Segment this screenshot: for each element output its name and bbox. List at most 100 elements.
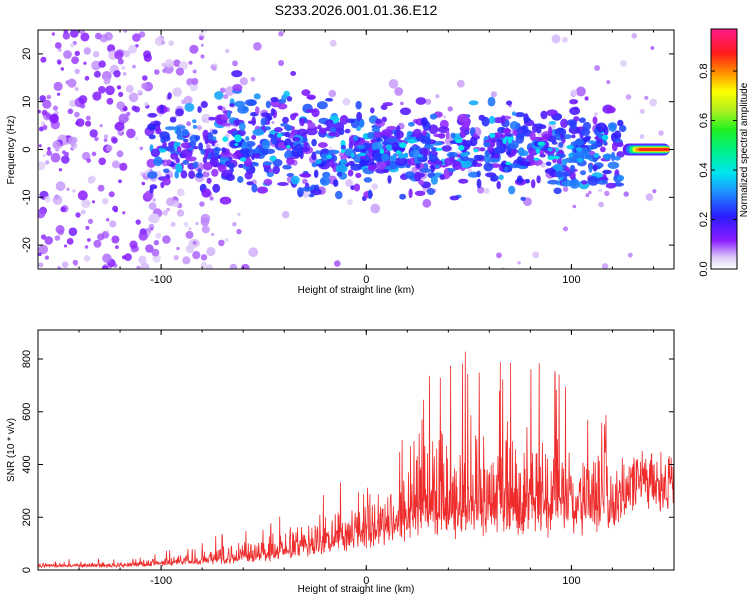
- heatmap-cell: [114, 50, 124, 60]
- heatmap-cell: [228, 162, 235, 169]
- heatmap-cell: [195, 221, 199, 226]
- heatmap-cell: [202, 161, 213, 171]
- heatmap-cell: [55, 181, 66, 192]
- heatmap-cell: [102, 198, 109, 205]
- heatmap-cell: [155, 232, 162, 239]
- heatmap-cell: [123, 30, 128, 33]
- heatmap-cell: [74, 111, 80, 118]
- heatmap-cell: [103, 138, 108, 143]
- heatmap-cell: [379, 148, 385, 155]
- heatmap-cell: [159, 131, 170, 140]
- heatmap-cell: [455, 138, 463, 144]
- heatmap-cell: [547, 147, 553, 152]
- heatmap-cell: [575, 86, 586, 97]
- heatmap-cell: [201, 225, 210, 234]
- heatmap-cell: [188, 141, 197, 147]
- bottom-axis-ticks: -100 0 100 0 200 400 600 800: [21, 330, 674, 587]
- heatmap-cell: [46, 94, 52, 100]
- heatmap-cell: [203, 30, 208, 33]
- y-tick-label: 10: [21, 96, 33, 108]
- heatmap-cell: [652, 189, 657, 194]
- heatmap-cell: [507, 138, 513, 144]
- heatmap-cell: [170, 152, 179, 160]
- heatmap-cell: [135, 219, 141, 225]
- heatmap-cell: [145, 244, 154, 253]
- heatmap-cell: [286, 157, 295, 166]
- snr-line: [38, 351, 674, 569]
- heatmap-cell: [92, 51, 100, 58]
- heatmap-cell: [422, 147, 428, 157]
- heatmap-cell: [404, 171, 415, 179]
- heatmap-cell: [268, 169, 273, 173]
- heatmap-cell: [334, 260, 341, 267]
- heatmap-cell: [219, 196, 232, 205]
- heatmap-cell: [329, 159, 335, 168]
- heatmap-cell: [153, 156, 163, 167]
- heatmap-cell: [84, 75, 90, 81]
- heatmap-cell: [70, 43, 75, 48]
- heatmap-cell: [381, 153, 390, 162]
- heatmap-cell: [229, 103, 235, 107]
- heatmap-cell: [166, 197, 175, 207]
- heatmap-cell: [311, 151, 317, 161]
- heatmap-cell: [153, 240, 160, 246]
- heatmap-cell: [162, 235, 171, 244]
- y-tick-label: 20: [21, 48, 33, 60]
- heatmap-cell: [55, 225, 65, 234]
- heatmap-cell: [552, 156, 561, 160]
- heatmap-cell: [383, 169, 390, 173]
- heatmap-cell: [585, 193, 590, 198]
- heatmap-cell: [375, 118, 383, 125]
- heatmap-cell: [356, 126, 361, 131]
- heatmap-cell: [84, 245, 89, 249]
- heatmap-cell: [650, 46, 655, 50]
- heatmap-cell: [272, 158, 283, 167]
- heatmap-cell: [645, 193, 654, 201]
- chart-title: S233.2026.001.01.36.E12: [275, 2, 438, 18]
- heatmap-cell: [236, 228, 242, 235]
- heatmap-cell: [606, 80, 611, 85]
- heatmap-cell: [261, 147, 269, 156]
- heatmap-cell: [212, 136, 217, 141]
- heatmap-cell: [251, 183, 258, 193]
- heatmap-cell: [93, 70, 101, 78]
- heatmap-cell: [58, 48, 62, 52]
- heatmap-cell: [117, 58, 124, 65]
- heatmap-cell: [519, 161, 531, 167]
- heatmap-cell: [260, 117, 266, 127]
- heatmap-cell: [132, 33, 141, 42]
- heatmap-cell: [555, 170, 565, 178]
- heatmap-cell: [408, 188, 413, 199]
- heatmap-cell: [325, 119, 334, 128]
- heatmap-cell: [225, 48, 230, 54]
- heatmap-cell: [441, 145, 452, 152]
- heatmap-cell: [297, 128, 308, 136]
- heatmap-cell: [256, 186, 269, 194]
- heatmap-cell: [395, 150, 402, 155]
- heatmap-cell: [74, 50, 81, 57]
- heatmap-cell: [308, 193, 315, 198]
- heatmap-cell: [112, 205, 119, 212]
- heatmap-cell: [548, 121, 557, 125]
- heatmap-cell: [394, 87, 404, 96]
- heatmap-cell: [326, 154, 333, 160]
- heatmap-cell: [564, 166, 570, 171]
- heatmap-cell: [241, 140, 248, 151]
- heatmap-cell: [39, 95, 46, 102]
- heatmap-cell: [316, 101, 328, 110]
- heatmap-cell: [353, 135, 359, 142]
- heatmap-cell: [415, 97, 427, 105]
- heatmap-cell: [245, 148, 250, 157]
- heatmap-cell: [44, 160, 50, 165]
- heatmap-cell: [147, 123, 156, 131]
- heatmap-cell: [140, 262, 150, 269]
- heatmap-cell: [173, 255, 179, 261]
- heatmap-cell: [400, 101, 404, 106]
- heatmap-cell: [342, 97, 351, 106]
- heatmap-cell: [81, 198, 91, 209]
- heatmap-cell: [49, 113, 59, 123]
- heatmap-cell: [523, 117, 532, 122]
- heatmap-cell: [488, 115, 496, 124]
- heatmap-cell: [535, 148, 541, 154]
- heatmap-cell: [221, 122, 232, 127]
